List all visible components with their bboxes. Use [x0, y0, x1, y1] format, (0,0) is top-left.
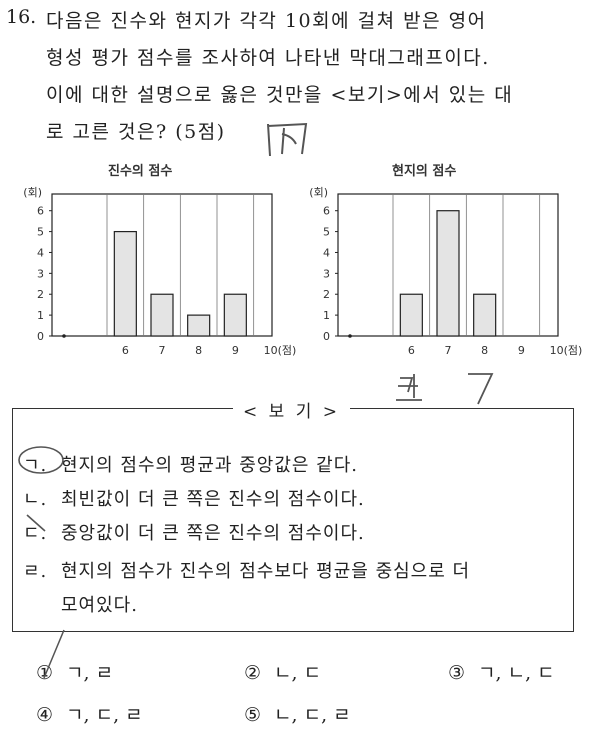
choice-3[interactable]: ③ ㄱ, ㄴ, ㄷ [448, 658, 555, 685]
y-tick-label: 6 [37, 205, 44, 218]
y-tick-label: 4 [37, 246, 44, 259]
bogi-item-2: ㄴ. 최빈값이 더 큰 쪽은 진수의 점수이다. [23, 485, 365, 511]
choice-2[interactable]: ② ㄴ, ㄷ [244, 658, 321, 685]
bar-7 [436, 210, 460, 337]
y-tick-label: 2 [37, 288, 44, 301]
choice-text: ㄱ, ㄷ, ㄹ [66, 704, 143, 726]
choice-number: ③ [448, 662, 466, 684]
question-line-4: 로 고른 것은? (5점) [46, 121, 226, 143]
choice-number: ④ [36, 704, 54, 726]
y-tick-label: 0 [37, 330, 44, 343]
choice-number: ⑤ [244, 704, 262, 726]
y-tick-label: 0 [323, 330, 330, 343]
bar-8 [473, 293, 497, 337]
question-line-1: 다음은 진수와 현지가 각각 10회에 걸쳐 받은 영어 [46, 10, 487, 32]
x-tick-label: 8 [481, 344, 488, 357]
handwritten-slash-choice-1 [43, 629, 65, 679]
question-number: 16. [6, 6, 37, 28]
bogi-title: < 보 기 > [233, 397, 350, 422]
y-tick-label: 4 [323, 246, 330, 259]
x-tick-label: 10(점) [550, 344, 583, 357]
x-tick-label: 6 [122, 344, 129, 357]
choice-4[interactable]: ④ ㄱ, ㄷ, ㄹ [36, 700, 143, 727]
bogi-item-text: 현지의 점수가 진수의 점수보다 평균을 중심으로 더 [61, 561, 471, 582]
bogi-item-4-continuation: 모여있다. [61, 595, 138, 616]
chart-hyunji: 0 1 2 3 4 5 6 (회) 6 7 8 9 10(점) [309, 186, 583, 357]
y-tick-label: 5 [323, 226, 330, 239]
bogi-item-mark: ㄴ. [23, 489, 48, 510]
choice-text: ㄱ, ㄹ [66, 662, 114, 684]
y-tick-label: 1 [37, 309, 44, 322]
bogi-box: < 보 기 > ㄱ. 현지의 점수의 평균과 중앙값은 같다. ㄴ. 최빈값이 더 … [12, 397, 574, 632]
question-line-3: 이에 대한 설명으로 옳은 것만을 <보기>에서 있는 대 [46, 84, 514, 106]
handwritten-note [396, 373, 494, 405]
handwritten-mark-question [267, 122, 308, 157]
y-tick-label: 6 [323, 205, 330, 218]
choice-text: ㄴ, ㄷ, ㄹ [274, 704, 351, 726]
bar-6 [113, 230, 137, 337]
bogi-item-4: ㄹ. 현지의 점수가 진수의 점수보다 평균을 중심으로 더 [23, 557, 470, 583]
y-tick-label: 3 [37, 267, 44, 280]
x-tick-label: 9 [232, 344, 239, 357]
x-tick-label: 7 [159, 344, 166, 357]
origin-dot [348, 334, 352, 338]
chart-jinsu: 0 1 2 3 4 5 6 (회) 6 7 8 9 10(점) [23, 186, 296, 357]
chart-title-jinsu: 진수의 점수 [108, 164, 173, 179]
choice-5[interactable]: ⑤ ㄴ, ㄷ, ㄹ [244, 700, 351, 727]
question-line-2: 형성 평가 점수를 조사하여 나타낸 막대그래프이다. [46, 47, 490, 69]
x-tick-label: 6 [408, 344, 415, 357]
bogi-item-3: ㄷ. 중앙값이 더 큰 쪽은 진수의 점수이다. [23, 519, 365, 545]
y-tick-label: 1 [323, 309, 330, 322]
bar-6 [399, 293, 423, 337]
choice-text: ㄴ, ㄷ [274, 662, 322, 684]
y-tick-label: 5 [37, 226, 44, 239]
x-tick-label: 10(점) [264, 344, 297, 357]
origin-dot [62, 334, 66, 338]
choice-text: ㄱ, ㄴ, ㄷ [478, 662, 555, 684]
bar-7 [150, 293, 174, 337]
bogi-item-mark: ㄹ. [23, 561, 48, 582]
bogi-item-1: ㄱ. 현지의 점수의 평균과 중앙값은 같다. [23, 451, 358, 477]
x-tick-label: 8 [195, 344, 202, 357]
bar-9 [223, 293, 247, 337]
x-tick-label: 7 [445, 344, 452, 357]
handwritten-circle-item-1 [18, 446, 64, 474]
y-tick-label: 3 [323, 267, 330, 280]
x-tick-label: 9 [518, 344, 525, 357]
chart-title-hyunji: 현지의 점수 [392, 164, 457, 179]
y-axis-label: (회) [309, 186, 328, 199]
y-axis-label: (회) [23, 186, 42, 199]
y-tick-label: 2 [323, 288, 330, 301]
bogi-item-text: 최빈값이 더 큰 쪽은 진수의 점수이다. [61, 489, 365, 510]
bogi-item-mark: ㄷ. [23, 523, 48, 544]
bar-8 [187, 314, 211, 337]
bogi-item-text: 현지의 점수의 평균과 중앙값은 같다. [61, 455, 359, 476]
bogi-item-text: 중앙값이 더 큰 쪽은 진수의 점수이다. [61, 523, 365, 544]
choice-number: ② [244, 662, 262, 684]
handwritten-check-mark [26, 514, 46, 532]
